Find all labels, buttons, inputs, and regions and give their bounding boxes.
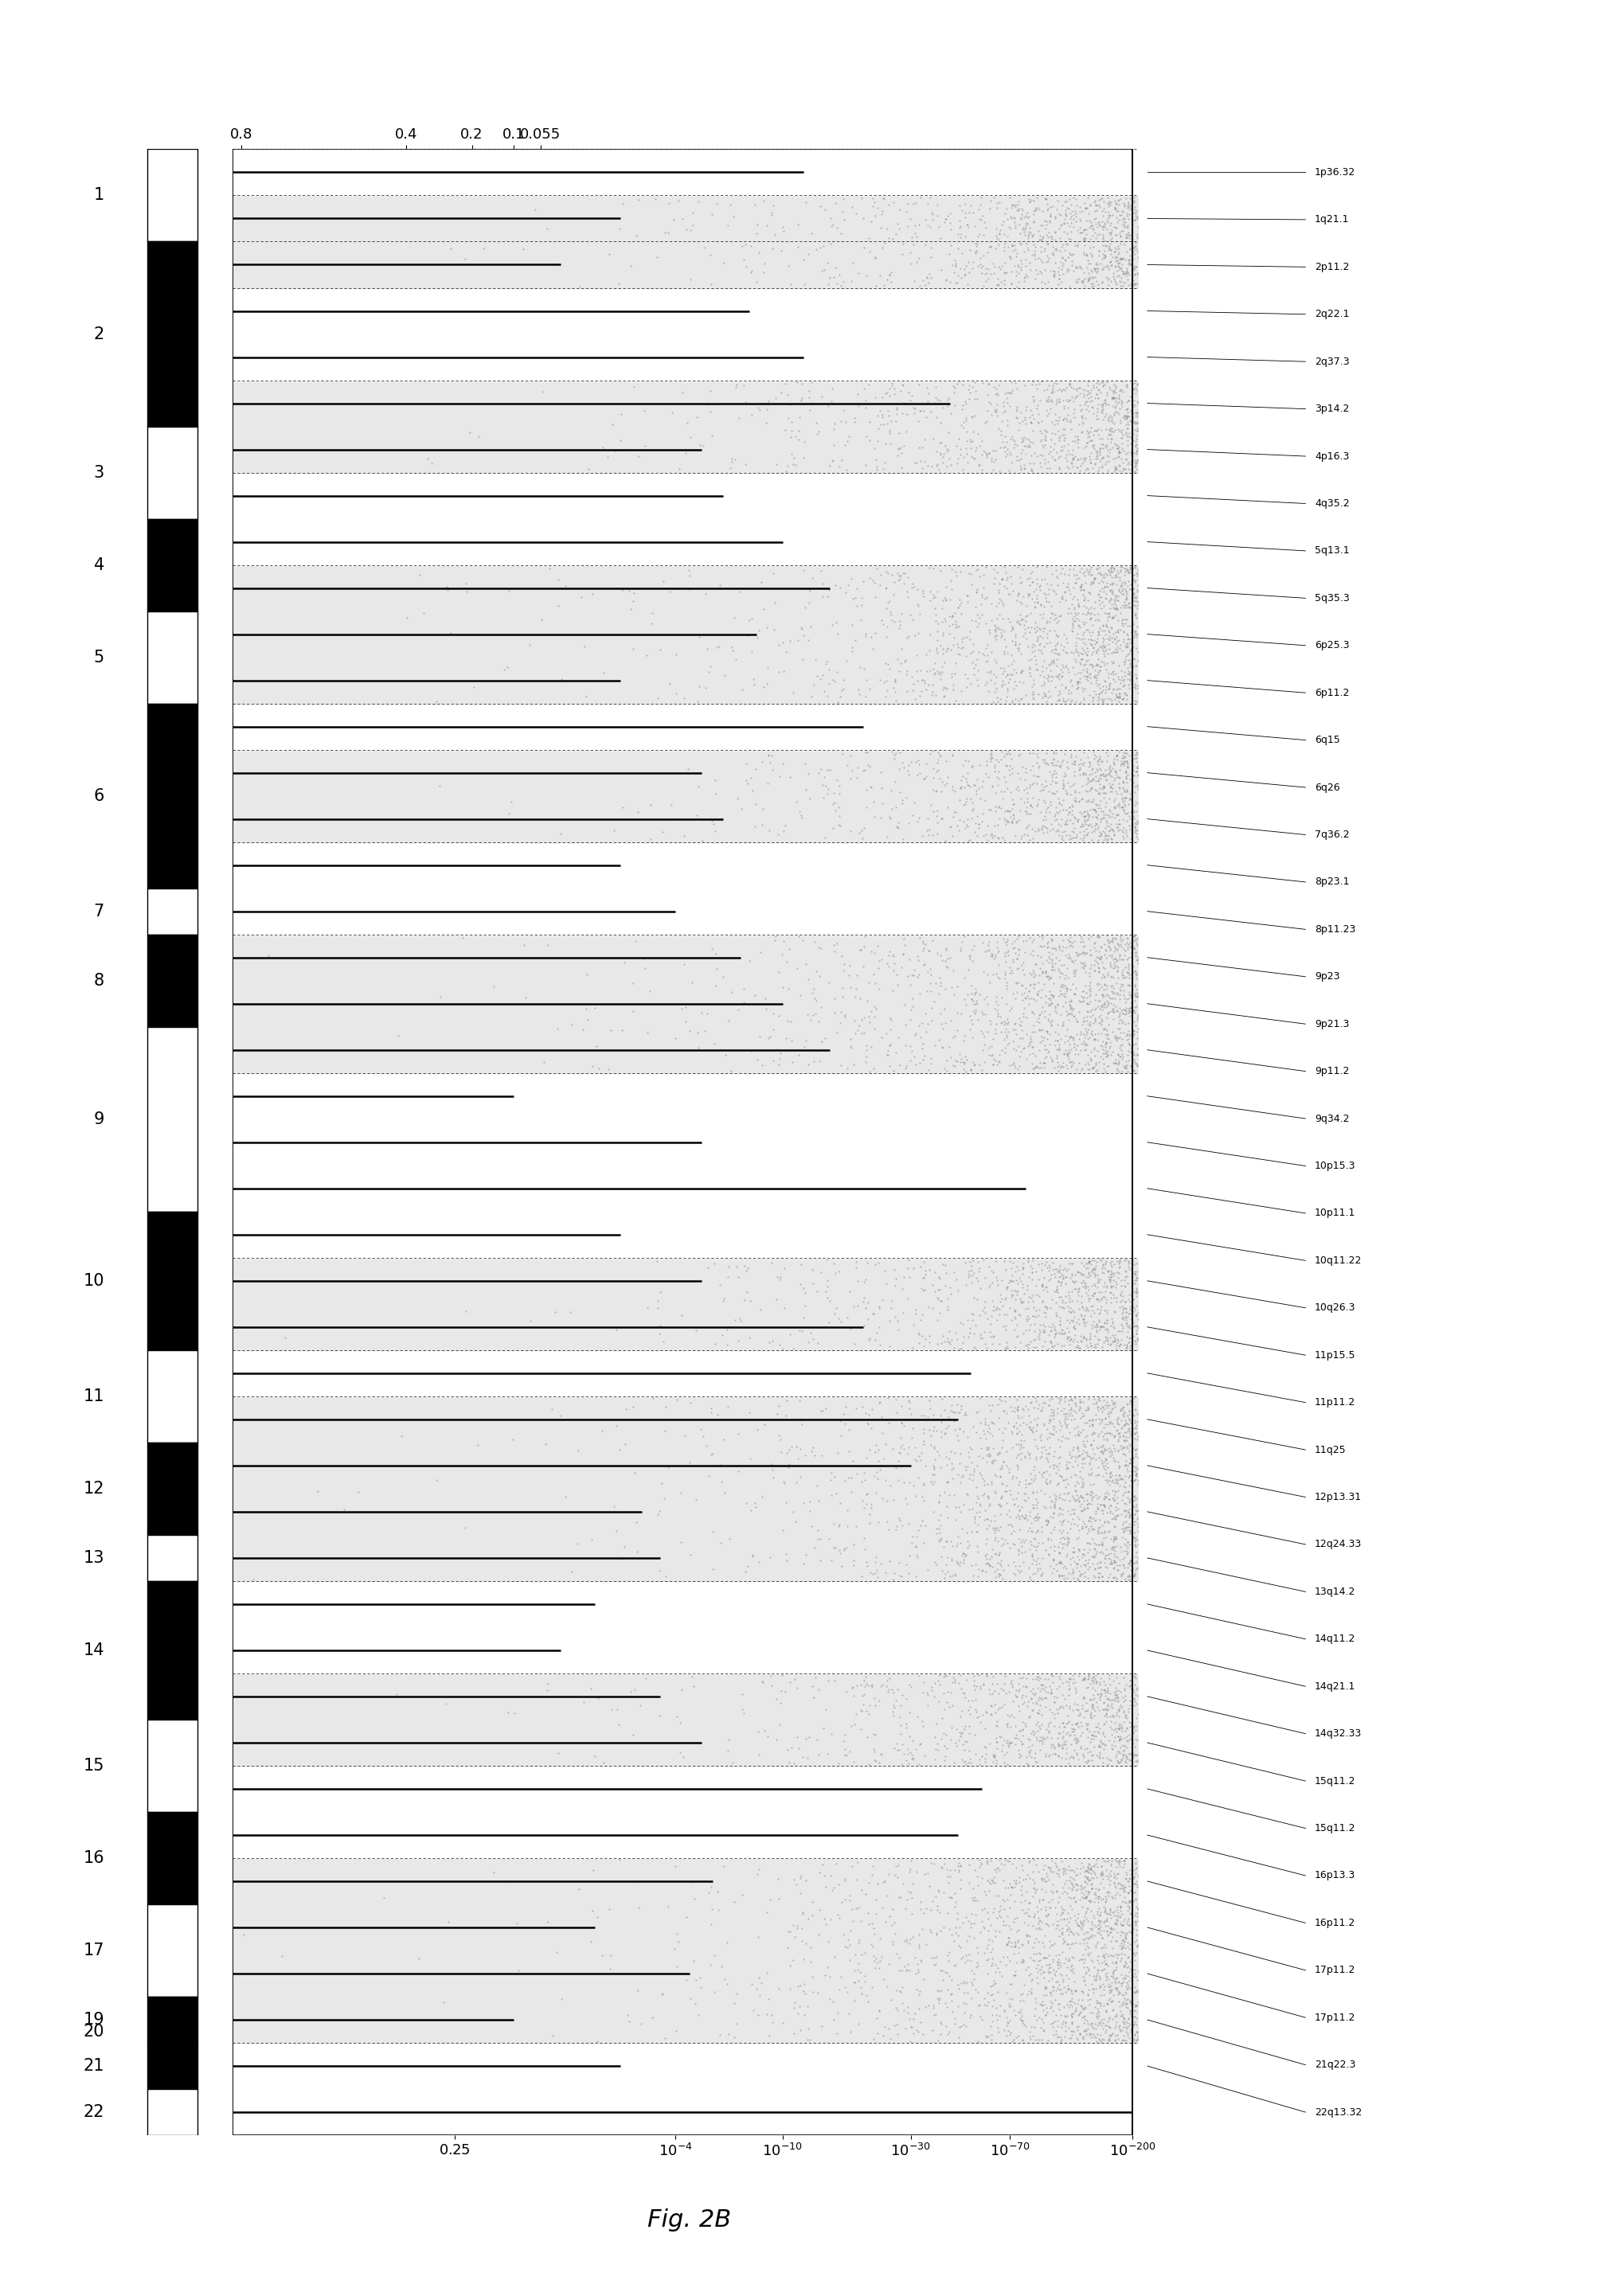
Text: 4p16.3: 4p16.3 [1314, 450, 1350, 461]
Text: 6p25.3: 6p25.3 [1314, 641, 1350, 650]
Bar [147, 1026, 197, 1212]
Text: 9p23: 9p23 [1314, 971, 1340, 983]
Text: 3p14.2: 3p14.2 [1314, 404, 1350, 413]
Text: 6q15: 6q15 [1314, 735, 1340, 746]
Text: 4: 4 [93, 558, 104, 574]
Text: 3: 3 [93, 464, 104, 480]
Text: 13: 13 [83, 1550, 104, 1566]
Text: 7q36.2: 7q36.2 [1314, 829, 1350, 840]
Text: 17p11.2: 17p11.2 [1314, 1965, 1356, 1975]
Text: 10q26.3: 10q26.3 [1314, 1302, 1356, 1313]
Text: 11: 11 [83, 1389, 104, 1405]
Text: 1q21.1: 1q21.1 [1314, 214, 1350, 225]
Text: 14q32.33: 14q32.33 [1314, 1729, 1363, 1738]
Text: 17p11.2: 17p11.2 [1314, 2011, 1356, 2023]
Text: 2q22.1: 2q22.1 [1314, 310, 1350, 319]
Text: 17: 17 [83, 1942, 104, 1958]
Text: 15q11.2: 15q11.2 [1314, 1775, 1356, 1786]
Text: 10p15.3: 10p15.3 [1314, 1162, 1356, 1171]
Bar [147, 519, 197, 611]
Bar [147, 889, 197, 934]
Text: Fig. 2B: Fig. 2B [648, 2209, 731, 2232]
Text: 6p11.2: 6p11.2 [1314, 687, 1350, 698]
Text: 19: 19 [83, 2011, 104, 2027]
Bar [147, 1212, 197, 1350]
Text: 2q37.3: 2q37.3 [1314, 356, 1350, 367]
Text: 14q21.1: 14q21.1 [1314, 1681, 1356, 1692]
Bar [147, 1534, 197, 1582]
Text: 12p13.31: 12p13.31 [1314, 1492, 1363, 1502]
Text: 13q14.2: 13q14.2 [1314, 1587, 1356, 1598]
Text: 10: 10 [83, 1272, 104, 1288]
Text: 16p13.3: 16p13.3 [1314, 1871, 1356, 1880]
Bar [147, 1350, 197, 1442]
Text: 2p11.2: 2p11.2 [1314, 262, 1350, 273]
Text: 11p11.2: 11p11.2 [1314, 1398, 1356, 1407]
Text: 16: 16 [83, 1851, 104, 1867]
Text: 8: 8 [93, 974, 104, 990]
Text: 5: 5 [93, 650, 104, 666]
Bar [147, 427, 197, 519]
Text: 6: 6 [93, 788, 104, 804]
Bar [147, 1582, 197, 1720]
Text: 22: 22 [83, 2103, 104, 2119]
Bar [147, 1442, 197, 1534]
Bar [147, 611, 197, 703]
Text: 1p36.32: 1p36.32 [1314, 168, 1356, 177]
Text: 10q11.22: 10q11.22 [1314, 1256, 1363, 1265]
Text: 15q11.2: 15q11.2 [1314, 1823, 1356, 1835]
Text: 5q35.3: 5q35.3 [1314, 592, 1350, 604]
Text: 20: 20 [83, 2023, 104, 2039]
Text: 22q13.32: 22q13.32 [1314, 2108, 1363, 2117]
Text: 14q11.2: 14q11.2 [1314, 1635, 1356, 1644]
Text: 4q35.2: 4q35.2 [1314, 498, 1350, 510]
Bar [147, 1812, 197, 1903]
Text: 11q25: 11q25 [1314, 1444, 1347, 1456]
Text: 5q13.1: 5q13.1 [1314, 546, 1350, 556]
Bar [147, 934, 197, 1026]
Bar [147, 1720, 197, 1812]
Text: 14: 14 [83, 1642, 104, 1658]
Bar [147, 703, 197, 889]
Text: 7: 7 [93, 902, 104, 918]
Text: 6q26: 6q26 [1314, 783, 1340, 792]
Text: 9p11.2: 9p11.2 [1314, 1065, 1350, 1077]
Bar [147, 1903, 197, 1998]
Text: 21: 21 [83, 2057, 104, 2073]
Bar [147, 1998, 197, 2043]
Text: 9p21.3: 9p21.3 [1314, 1019, 1350, 1029]
Text: 12q24.33: 12q24.33 [1314, 1538, 1363, 1550]
Text: 8p23.1: 8p23.1 [1314, 877, 1350, 886]
Bar [147, 2089, 197, 2135]
Text: 21q22.3: 21q22.3 [1314, 2060, 1356, 2071]
Text: 11p15.5: 11p15.5 [1314, 1350, 1356, 1359]
Text: 2: 2 [93, 326, 104, 342]
Text: 9q34.2: 9q34.2 [1314, 1114, 1350, 1123]
Text: 16p11.2: 16p11.2 [1314, 1917, 1356, 1929]
Text: 10p11.1: 10p11.1 [1314, 1208, 1356, 1219]
Bar [147, 241, 197, 427]
Text: 9: 9 [93, 1111, 104, 1127]
Text: 15: 15 [83, 1759, 104, 1775]
Text: 8p11.23: 8p11.23 [1314, 925, 1356, 934]
Bar [147, 2043, 197, 2089]
Bar [147, 149, 197, 241]
Text: 12: 12 [83, 1481, 104, 1497]
Text: 1: 1 [93, 188, 104, 204]
